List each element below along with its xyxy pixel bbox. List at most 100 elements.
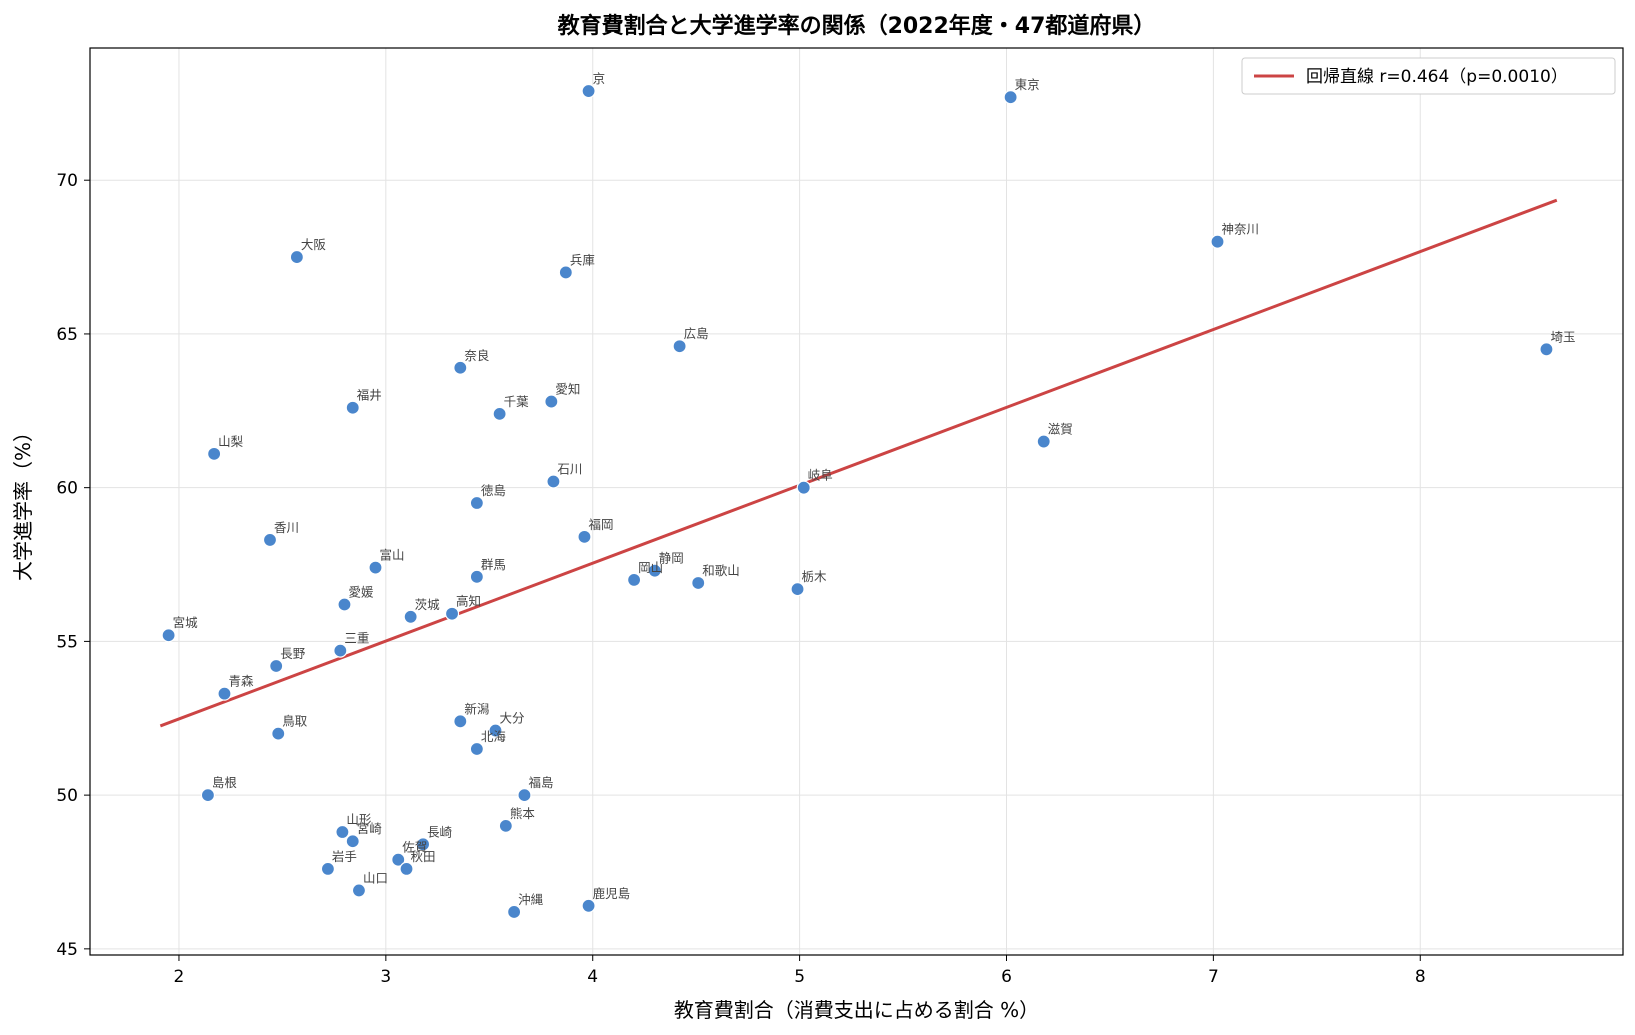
point-label: 徳島 (481, 483, 506, 498)
data-point (498, 818, 513, 833)
point-label: 長野 (280, 646, 306, 661)
point-label: 福島 (528, 775, 553, 790)
data-point (271, 726, 286, 741)
point-label: 宮崎 (357, 821, 383, 836)
point-label: 秋田 (411, 849, 436, 864)
data-point (488, 723, 503, 738)
point-label: 山口 (363, 870, 388, 885)
point-label: 山梨 (218, 434, 244, 449)
point-label: 福井 (357, 388, 382, 403)
data-point (351, 883, 367, 898)
data-point (391, 852, 406, 867)
point-label: 富山 (379, 548, 404, 563)
data-point (581, 898, 596, 913)
data-point (469, 741, 484, 757)
data-point (672, 339, 687, 354)
y-tick-label: 45 (56, 940, 78, 960)
data-point (647, 563, 662, 578)
point-label: 滋賀 (1048, 422, 1073, 437)
data-point (453, 360, 468, 375)
point-label: 青森 (228, 674, 254, 689)
data-point (469, 495, 484, 511)
data-point (790, 582, 805, 597)
data-point (217, 686, 232, 701)
grid (90, 48, 1623, 955)
x-tick-label: 4 (587, 967, 598, 987)
data-point (161, 628, 176, 643)
plot-frame (89, 47, 1624, 956)
y-axis-label: 大学進学率（%） (11, 422, 35, 581)
data-point (469, 569, 484, 584)
point-label: 鳥取 (282, 714, 308, 729)
point-label: 香川 (274, 520, 299, 535)
data-point (207, 446, 222, 461)
point-label: 新潟 (464, 701, 489, 716)
point-label: 静岡 (659, 551, 684, 566)
y-tick-label: 60 (56, 479, 78, 499)
data-point (345, 400, 360, 415)
point-label: 群馬 (481, 557, 506, 572)
y-tick-label: 50 (56, 786, 78, 806)
data-point (691, 575, 706, 591)
y-axis-ticks: 45 50 55 60 65 70 (56, 171, 90, 960)
data-point (546, 474, 561, 489)
point-label: 茨城 (415, 597, 441, 612)
data-point (262, 532, 278, 548)
data-point (517, 788, 532, 803)
data-point (415, 837, 431, 852)
regression-line (159, 198, 1558, 728)
data-point (337, 597, 352, 612)
x-tick-label: 6 (1001, 967, 1012, 987)
point-label: 愛媛 (348, 584, 374, 599)
point-label: 鹿児島 (593, 886, 631, 901)
point-label: 埼玉 (1550, 329, 1575, 344)
point-label: 大阪 (301, 237, 327, 252)
data-point (320, 861, 336, 877)
x-tick-label: 5 (794, 967, 805, 987)
data-point (368, 560, 383, 575)
data-point (558, 265, 573, 280)
y-tick-label: 70 (56, 171, 78, 191)
data-point (1539, 342, 1554, 357)
point-label: 東京 (1015, 77, 1040, 92)
point-label: 石川 (557, 462, 582, 477)
point-label: 岩手 (332, 849, 357, 864)
legend: 回帰直線 r=0.464（p=0.0010） (1241, 57, 1616, 95)
point-label: 福岡 (588, 517, 613, 532)
data-point (403, 609, 418, 624)
data-point (335, 824, 350, 840)
point-label: 奈良 (464, 348, 489, 363)
point-label: 千葉 (504, 394, 530, 409)
data-point (444, 606, 460, 621)
data-point (577, 529, 592, 544)
x-tick-label: 8 (1415, 967, 1426, 987)
data-point (399, 861, 414, 877)
regression-layer (159, 198, 1558, 728)
point-label: 宮城 (173, 615, 199, 630)
point-label: 広島 (684, 326, 709, 341)
point-label: 高知 (456, 594, 481, 609)
data-point (453, 714, 468, 729)
data-point (492, 406, 507, 421)
data-point (507, 904, 522, 920)
y-tick-label: 55 (56, 632, 78, 652)
data-point (796, 480, 811, 495)
x-tick-label: 3 (380, 967, 391, 987)
point-label: 岐阜 (808, 468, 833, 483)
point-label: 岡山 (638, 560, 663, 575)
point-label: 兵庫 (570, 252, 595, 267)
x-axis-label: 教育費割合（消費支出に占める割合 %） (674, 998, 1039, 1022)
data-point (289, 249, 304, 265)
legend-label: 回帰直線 r=0.464（p=0.0010） (1306, 67, 1568, 87)
data-point (200, 788, 216, 803)
point-label: 和歌山 (702, 563, 740, 578)
point-label: 大分 (499, 711, 524, 726)
point-label: 長崎 (427, 824, 453, 839)
y-tick-label: 65 (56, 325, 78, 345)
point-label: 佐賀 (402, 840, 427, 855)
x-tick-label: 2 (174, 967, 185, 987)
legend-box (1241, 57, 1616, 95)
data-point (333, 643, 348, 658)
point-label: 三重 (344, 631, 369, 646)
point-label: 熊本 (510, 806, 536, 821)
